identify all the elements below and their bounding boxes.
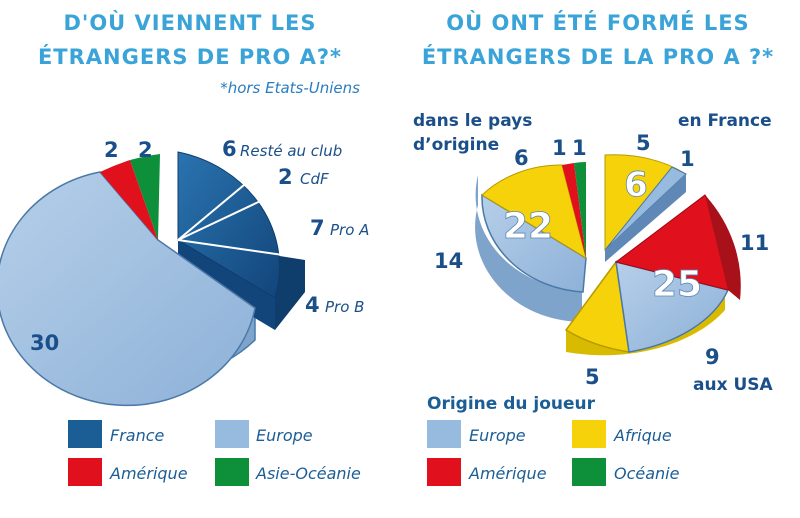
legend1-swatch-europe [215, 420, 249, 448]
chart2-value-usa-afrique: 5 [585, 365, 600, 389]
chart2-pie [475, 154, 741, 356]
chart1-divider-1 [177, 169, 263, 241]
chart2-wall-usa-amerique [705, 195, 741, 300]
legend2-swatch-amerique [427, 458, 461, 486]
chart1-label-cdf: CdF [300, 170, 329, 188]
chart2-slice-usa-europe [615, 261, 730, 353]
chart1-title-line1: D'OÙ VIENNENT LES [63, 10, 316, 35]
chart1-value-amerique: 2 [104, 138, 119, 162]
legend1-swatch-amerique [68, 458, 102, 486]
chart1-title-line2: ÉTRANGERS DE PRO A?* [38, 44, 342, 69]
chart2-total-france: 6 [624, 165, 648, 205]
chart2-total-usa: 25 [652, 264, 702, 305]
chart2-slice-origine-europe [481, 193, 587, 293]
chart1-value-cdf: 2 [278, 165, 293, 189]
legend1-label-europe: Europe [256, 426, 313, 445]
chart1-value-prob: 4 [305, 293, 320, 317]
chart2-group-france: en France [678, 111, 772, 131]
legend2-label-afrique: Afrique [613, 426, 672, 445]
chart2-slice-origine-oceanie [574, 162, 586, 258]
chart1-note: *hors Etats-Uniens [220, 79, 360, 97]
chart2-wall-origine [475, 175, 582, 322]
chart1-slice-amerique [100, 160, 158, 240]
chart2-value-origine-afrique: 6 [514, 146, 529, 170]
legend1-swatch-asie-oceanie [215, 458, 249, 486]
legend2-label-europe: Europe [469, 426, 526, 445]
chart2-value-origine-oceanie: 1 [572, 136, 587, 160]
chart1-slice-europe [0, 171, 256, 407]
chart2-slice-origine-afrique [481, 164, 587, 260]
chart2-value-usa-amerique: 11 [740, 231, 769, 255]
chart2-legend: Origine du joueur Europe Afrique Amériqu… [427, 394, 680, 486]
chart2-value-usa-europe: 9 [705, 345, 720, 369]
chart2-title-line1: OÙ ONT ÉTÉ FORMÉ LES [446, 10, 749, 35]
legend1-label-france: France [110, 426, 165, 445]
chart1-value-asie-oceanie: 2 [138, 138, 153, 162]
chart1-pie [0, 151, 305, 407]
chart1-slice-asie-oceanie [130, 154, 160, 240]
chart1-value-reste: 6 [222, 137, 237, 161]
chart1-divider-2 [177, 187, 289, 241]
chart2-title-line2: ÉTRANGERS DE LA PRO A ?* [422, 44, 774, 69]
chart1-value-europe: 30 [30, 331, 59, 355]
legend1-label-amerique: Amérique [109, 464, 188, 483]
chart2-total-origine: 22 [503, 206, 553, 247]
chart2-value-origine-europe: 14 [434, 249, 463, 273]
chart1-slice-france [177, 151, 281, 299]
chart1-value-proa: 7 [310, 216, 325, 240]
legend2-title: Origine du joueur [427, 394, 596, 414]
chart2-value-france-europe: 1 [680, 147, 695, 171]
chart2-group-origine-line1: dans le pays [413, 111, 532, 131]
legend1-label-asie-oceanie: Asie-Océanie [255, 464, 361, 483]
chart1-legend: France Europe Amérique Asie-Océanie [68, 420, 361, 486]
chart2-slice-origine-amerique [562, 163, 586, 258]
legend2-swatch-europe [427, 420, 461, 448]
chart1-label-reste: Resté au club [240, 142, 342, 160]
chart2-group-origine-line2: d’origine [413, 135, 499, 155]
legend1-swatch-france [68, 420, 102, 448]
chart2-value-france-afrique: 5 [636, 131, 651, 155]
chart2-group-usa: aux USA [693, 375, 774, 395]
chart2-wall-france [605, 174, 686, 262]
legend2-label-oceanie: Océanie [614, 464, 680, 483]
legend2-swatch-afrique [572, 420, 606, 448]
chart2-value-origine-amerique: 1 [552, 136, 567, 160]
chart1-label-prob: Pro B [325, 298, 364, 316]
chart1-label-proa: Pro A [330, 221, 369, 239]
legend2-label-amerique: Amérique [468, 464, 547, 483]
chart1-divider-3 [177, 239, 305, 259]
legend2-swatch-oceanie [572, 458, 606, 486]
